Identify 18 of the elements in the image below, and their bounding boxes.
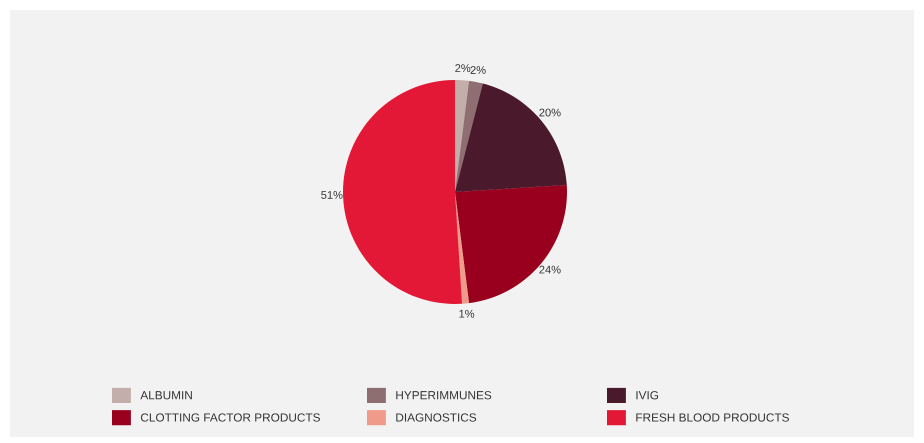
data-label: 20% [539, 108, 561, 116]
legend-label: IVIG [636, 391, 658, 400]
data-label: 24% [539, 266, 561, 274]
pie-slice [455, 192, 470, 304]
legend-label: HYPERIMMUNES [396, 391, 492, 400]
pie-slice [455, 184, 567, 304]
pie-slice [343, 80, 462, 304]
legend-label: ALBUMIN [140, 391, 192, 400]
data-label: 1% [459, 310, 474, 318]
legend-label: DIAGNOSTICS [396, 413, 476, 422]
data-label: 2% [455, 64, 470, 72]
pie-slice [455, 80, 470, 192]
pie-slice [455, 84, 567, 192]
data-label: 2% [470, 66, 486, 74]
pie-slice [455, 80, 483, 192]
legend-label: FRESH BLOOD PRODUCTS [636, 413, 789, 422]
data-label: 51% [321, 191, 343, 199]
legend-label: CLOTTING FACTOR PRODUCTS [140, 413, 320, 422]
